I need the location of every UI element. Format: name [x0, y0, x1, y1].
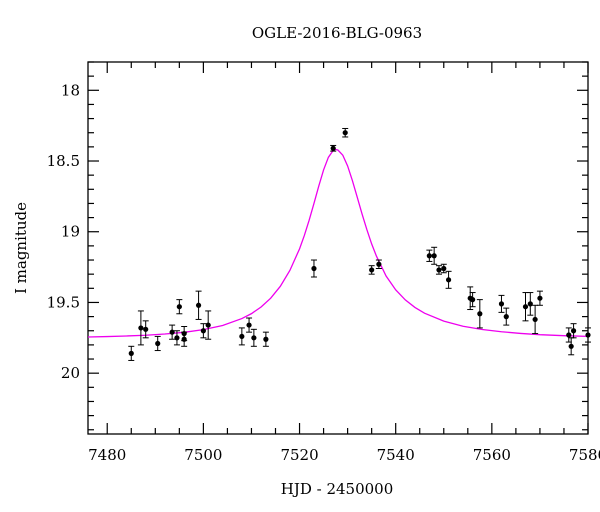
point-marker	[376, 261, 382, 267]
data-point	[375, 259, 382, 270]
point-marker	[477, 311, 483, 317]
data-point	[310, 259, 317, 278]
data-point	[431, 246, 438, 265]
data-point	[467, 286, 474, 311]
x-tick-label: 7480	[88, 446, 126, 464]
point-marker	[369, 267, 375, 273]
data-point	[536, 290, 543, 306]
data-point	[445, 270, 452, 289]
point-marker	[181, 330, 187, 337]
point-marker	[169, 329, 175, 335]
data-point	[250, 328, 257, 347]
data-point	[522, 292, 529, 322]
x-tick-label: 7540	[377, 446, 415, 464]
data-point	[527, 292, 534, 316]
data-point	[169, 324, 176, 340]
data-point	[469, 292, 476, 308]
point-marker	[568, 343, 574, 349]
chart-title: OGLE-2016-BLG-0963	[252, 24, 422, 42]
data-point	[342, 127, 349, 138]
point-marker	[330, 145, 336, 151]
point-marker	[445, 277, 452, 283]
data-point	[176, 299, 183, 315]
point-marker	[128, 350, 134, 356]
point-marker	[251, 335, 257, 341]
data-point	[137, 310, 144, 346]
y-axis-label: I magnitude	[12, 202, 30, 294]
point-marker	[155, 340, 161, 347]
point-marker	[239, 333, 245, 340]
point-marker	[503, 314, 509, 320]
point-marker	[195, 302, 202, 308]
data-point	[503, 307, 510, 326]
data-point	[200, 323, 207, 339]
x-tick-label: 7580	[569, 446, 600, 464]
x-tick-label: 7520	[280, 446, 318, 464]
data-point	[128, 345, 135, 361]
point-marker	[263, 336, 269, 342]
y-tick-label: 20	[61, 364, 80, 382]
point-marker	[585, 332, 591, 338]
axis-ticks	[88, 61, 589, 434]
point-marker	[441, 265, 447, 272]
data-point	[585, 327, 591, 343]
data-point	[330, 144, 337, 152]
point-marker	[143, 326, 149, 332]
data-point	[426, 249, 433, 262]
point-marker	[532, 316, 538, 323]
data-point	[181, 326, 188, 342]
point-marker	[311, 265, 317, 272]
y-tick-label: 19	[61, 223, 80, 241]
plot-frame	[87, 61, 589, 435]
x-axis-label: HJD - 2450000	[281, 480, 394, 498]
data-point	[238, 327, 245, 346]
axis-tick-labels: 7480 7500 7520 7540 7560 7580 18 18.5 19 19.5 20	[47, 81, 600, 464]
point-marker	[522, 304, 529, 310]
data-point	[205, 310, 212, 340]
data-point	[142, 320, 149, 339]
y-tick-label: 18	[61, 81, 80, 99]
point-marker	[431, 253, 437, 259]
data-point	[368, 265, 375, 275]
point-marker	[342, 130, 348, 136]
data-point	[532, 304, 539, 335]
data-point	[262, 331, 269, 347]
data-point	[435, 265, 442, 275]
point-marker	[176, 304, 182, 310]
point-marker	[527, 301, 533, 307]
point-marker	[498, 301, 505, 307]
y-tick-label: 19.5	[47, 293, 80, 311]
data-point	[570, 323, 577, 339]
x-tick-label: 7500	[184, 446, 222, 464]
data-point	[440, 263, 447, 274]
data-point	[195, 290, 202, 320]
data-point	[498, 294, 505, 313]
point-marker	[138, 325, 144, 331]
data-points	[128, 127, 591, 361]
point-marker	[246, 322, 252, 328]
point-marker	[426, 253, 432, 259]
point-marker	[205, 322, 211, 328]
point-marker	[537, 295, 543, 301]
x-tick-label: 7560	[473, 446, 511, 464]
data-point	[173, 330, 180, 346]
point-marker	[566, 332, 572, 338]
data-point	[246, 317, 253, 333]
y-tick-label: 18.5	[47, 152, 80, 170]
point-marker	[470, 297, 476, 303]
point-marker	[200, 328, 206, 334]
data-point	[476, 299, 483, 329]
data-point	[154, 335, 161, 352]
model-curve	[87, 148, 589, 338]
point-marker	[570, 328, 577, 334]
point-marker	[436, 267, 442, 273]
point-marker	[174, 335, 180, 341]
